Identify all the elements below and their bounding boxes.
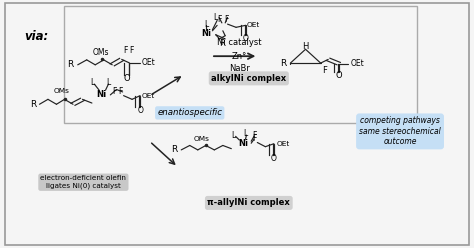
Text: enantiospecific: enantiospecific bbox=[157, 108, 222, 117]
Text: Ni: Ni bbox=[96, 90, 106, 99]
Text: F: F bbox=[224, 15, 228, 24]
Text: OEt: OEt bbox=[276, 141, 290, 147]
Text: OMs: OMs bbox=[93, 48, 109, 57]
Text: R: R bbox=[67, 60, 74, 69]
Text: R: R bbox=[172, 145, 178, 155]
Text: Ni catalyst: Ni catalyst bbox=[217, 38, 262, 47]
Text: L: L bbox=[214, 13, 218, 23]
Text: OEt: OEt bbox=[142, 93, 155, 99]
Text: L: L bbox=[204, 20, 209, 29]
Text: O: O bbox=[243, 34, 248, 43]
Text: competing pathways
same stereochemical
outcome: competing pathways same stereochemical o… bbox=[359, 117, 441, 146]
Text: O: O bbox=[123, 74, 130, 83]
Text: L: L bbox=[232, 131, 236, 140]
Text: F: F bbox=[252, 134, 256, 143]
Text: OMs: OMs bbox=[53, 88, 69, 94]
Text: Ni: Ni bbox=[238, 139, 248, 148]
Text: F: F bbox=[129, 46, 134, 55]
Text: Ni: Ni bbox=[201, 30, 211, 38]
Text: L: L bbox=[243, 129, 247, 138]
Text: L: L bbox=[90, 78, 94, 87]
Text: H: H bbox=[302, 42, 309, 51]
Text: F: F bbox=[322, 66, 327, 75]
Text: F: F bbox=[252, 131, 256, 140]
Text: NaBr: NaBr bbox=[229, 63, 250, 72]
Text: L: L bbox=[106, 78, 110, 87]
Text: OEt: OEt bbox=[247, 22, 260, 28]
Text: OEt: OEt bbox=[142, 58, 155, 67]
Text: alkylNi complex: alkylNi complex bbox=[211, 74, 286, 83]
Text: π-allylNi complex: π-allylNi complex bbox=[208, 198, 290, 207]
Text: O: O bbox=[137, 106, 143, 115]
Text: Zn°: Zn° bbox=[232, 52, 247, 61]
Text: OEt: OEt bbox=[351, 59, 365, 68]
Text: R: R bbox=[280, 59, 286, 68]
Text: R: R bbox=[219, 39, 225, 48]
Text: R: R bbox=[30, 100, 36, 109]
Text: O: O bbox=[271, 154, 277, 163]
Text: F: F bbox=[118, 88, 122, 96]
Text: OMs: OMs bbox=[193, 136, 210, 142]
Text: F: F bbox=[217, 15, 221, 24]
Text: O: O bbox=[335, 71, 342, 80]
Text: electron-deficient olefin
ligates Ni(0) catalyst: electron-deficient olefin ligates Ni(0) … bbox=[40, 175, 127, 189]
Text: F: F bbox=[123, 46, 127, 55]
Text: via:: via: bbox=[24, 30, 48, 43]
Text: F: F bbox=[112, 88, 116, 96]
